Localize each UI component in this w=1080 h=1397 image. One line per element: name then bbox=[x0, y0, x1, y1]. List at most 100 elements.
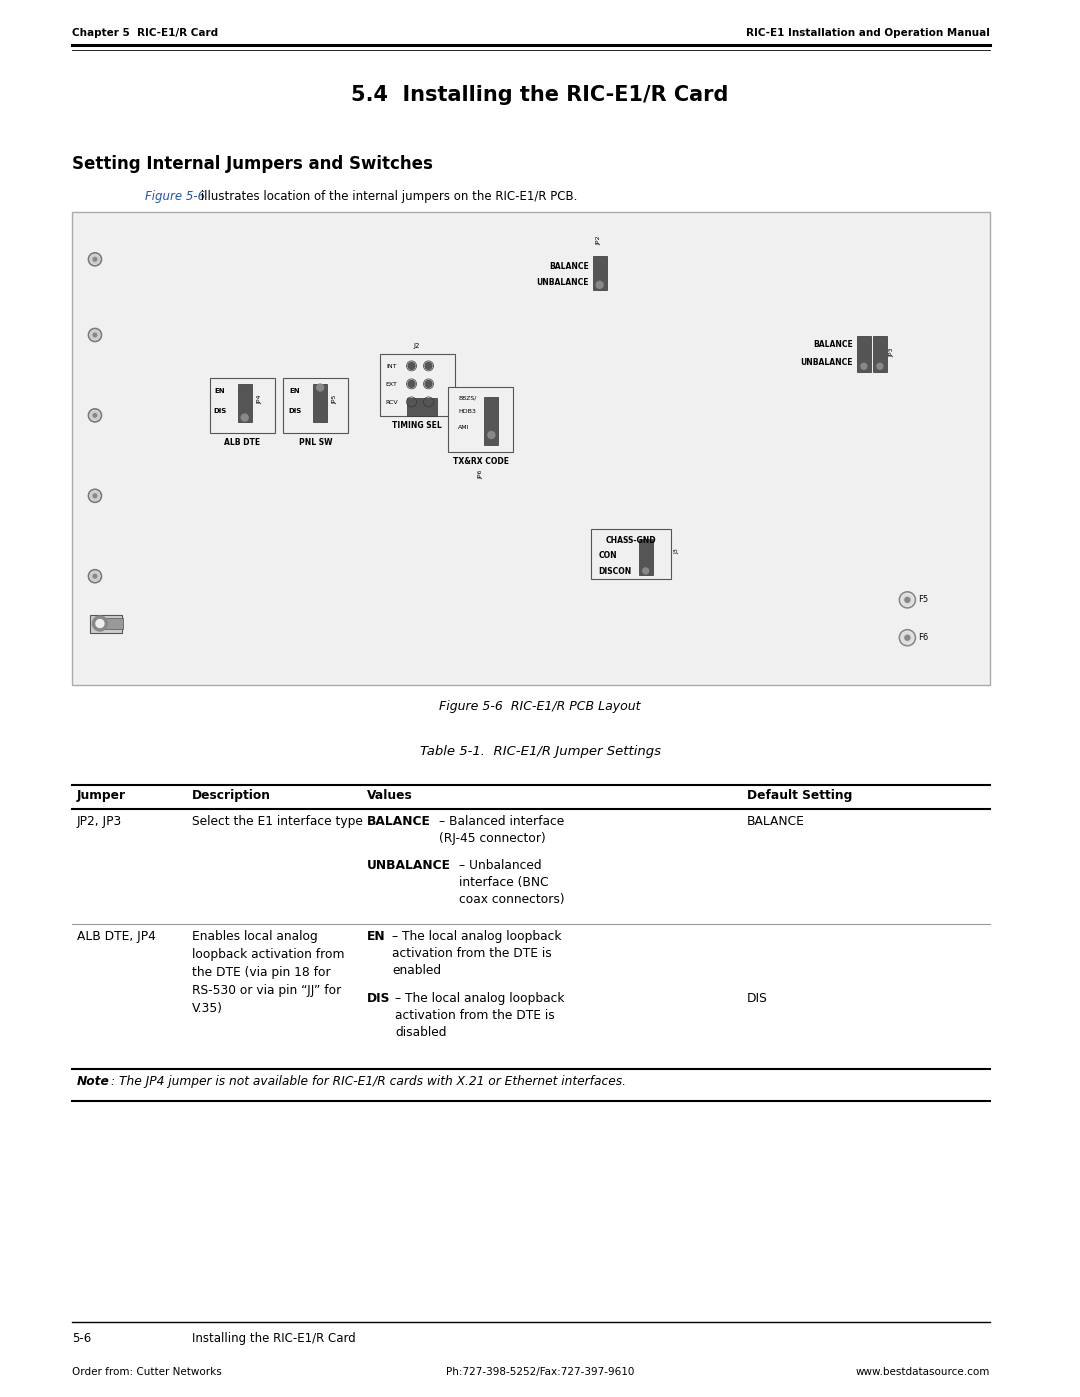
Bar bbox=[72, 212, 990, 685]
Text: activation from the DTE is: activation from the DTE is bbox=[392, 947, 552, 960]
Text: : The JP4 jumper is not available for RIC-E1/R cards with X.21 or Ethernet inter: : The JP4 jumper is not available for RI… bbox=[111, 1076, 626, 1088]
Circle shape bbox=[408, 362, 415, 369]
Text: Installing the RIC-E1/R Card: Installing the RIC-E1/R Card bbox=[192, 1331, 355, 1345]
Text: Setting Internal Jumpers and Switches: Setting Internal Jumpers and Switches bbox=[72, 155, 433, 173]
Text: UNBALANCE: UNBALANCE bbox=[367, 859, 451, 872]
Circle shape bbox=[93, 495, 97, 497]
Text: UNBALANCE: UNBALANCE bbox=[800, 358, 853, 367]
Text: DIS: DIS bbox=[288, 408, 301, 414]
Text: JP3: JP3 bbox=[889, 348, 894, 358]
Text: JP2, JP3: JP2, JP3 bbox=[77, 814, 122, 828]
Text: Default Setting: Default Setting bbox=[747, 789, 852, 802]
Text: EXT: EXT bbox=[386, 381, 397, 387]
Circle shape bbox=[596, 281, 603, 288]
Text: – Unbalanced: – Unbalanced bbox=[459, 859, 542, 872]
Text: AMI: AMI bbox=[458, 425, 470, 430]
Text: Ph:727-398-5252/Fax:727-397-9610: Ph:727-398-5252/Fax:727-397-9610 bbox=[446, 1368, 634, 1377]
Bar bbox=[873, 337, 887, 372]
Text: 5.4  Installing the RIC-E1/R Card: 5.4 Installing the RIC-E1/R Card bbox=[351, 85, 729, 105]
Text: EN: EN bbox=[289, 387, 300, 394]
Circle shape bbox=[91, 411, 99, 420]
Bar bbox=[379, 353, 455, 416]
Text: RCV: RCV bbox=[386, 400, 397, 405]
Text: Values: Values bbox=[367, 789, 413, 802]
Text: Figure 5-6  RIC-E1/R PCB Layout: Figure 5-6 RIC-E1/R PCB Layout bbox=[440, 700, 640, 712]
Text: Select the E1 interface type: Select the E1 interface type bbox=[192, 814, 363, 828]
Circle shape bbox=[408, 380, 415, 387]
Circle shape bbox=[426, 398, 432, 405]
Text: www.bestdatasource.com: www.bestdatasource.com bbox=[855, 1368, 990, 1377]
Text: EN: EN bbox=[367, 930, 386, 943]
Text: B8ZS/: B8ZS/ bbox=[458, 395, 476, 400]
Circle shape bbox=[488, 432, 495, 439]
Circle shape bbox=[93, 257, 97, 261]
Text: J2: J2 bbox=[414, 342, 420, 349]
Text: INT: INT bbox=[387, 363, 396, 369]
Bar bbox=[448, 387, 513, 453]
Text: BALANCE: BALANCE bbox=[367, 814, 431, 828]
Text: Chapter 5  RIC-E1/R Card: Chapter 5 RIC-E1/R Card bbox=[72, 28, 218, 38]
Text: Order from: Cutter Networks: Order from: Cutter Networks bbox=[72, 1368, 221, 1377]
Circle shape bbox=[905, 598, 909, 602]
Text: TIMING SEL: TIMING SEL bbox=[392, 420, 442, 430]
Circle shape bbox=[96, 619, 104, 627]
Text: HDB3: HDB3 bbox=[458, 409, 476, 414]
Text: RS-​530 or via pin “JJ” for: RS-​530 or via pin “JJ” for bbox=[192, 983, 341, 997]
Circle shape bbox=[643, 569, 649, 574]
Circle shape bbox=[426, 380, 432, 387]
Text: CHASS-GND: CHASS-GND bbox=[606, 536, 656, 545]
Bar bbox=[484, 397, 498, 446]
Text: Enables local analog: Enables local analog bbox=[192, 930, 318, 943]
Circle shape bbox=[91, 492, 99, 500]
Text: JP2: JP2 bbox=[596, 235, 602, 244]
Text: Figure 5-6: Figure 5-6 bbox=[145, 190, 205, 203]
Bar bbox=[105, 617, 123, 629]
Text: ALB DTE, JP4: ALB DTE, JP4 bbox=[77, 930, 156, 943]
Text: EN: EN bbox=[215, 387, 225, 394]
Circle shape bbox=[902, 594, 913, 605]
Text: the DTE (via pin 18 for: the DTE (via pin 18 for bbox=[192, 965, 330, 979]
Text: TX&RX CODE: TX&RX CODE bbox=[453, 457, 509, 467]
Text: – Balanced interface: – Balanced interface bbox=[438, 814, 564, 828]
Bar bbox=[313, 384, 327, 422]
Circle shape bbox=[91, 571, 99, 581]
Text: JP6: JP6 bbox=[478, 469, 484, 479]
Text: F6: F6 bbox=[918, 633, 929, 643]
Circle shape bbox=[93, 616, 107, 631]
Circle shape bbox=[91, 254, 99, 264]
Text: Description: Description bbox=[192, 789, 271, 802]
Text: ALB DTE: ALB DTE bbox=[225, 437, 260, 447]
Text: activation from the DTE is: activation from the DTE is bbox=[395, 1009, 555, 1023]
Text: JP5: JP5 bbox=[333, 395, 338, 404]
Circle shape bbox=[91, 331, 99, 339]
Text: Table 5-1.  RIC-E1/R Jumper Settings: Table 5-1. RIC-E1/R Jumper Settings bbox=[419, 745, 661, 759]
Text: BALANCE: BALANCE bbox=[813, 341, 853, 349]
Text: 5-6: 5-6 bbox=[72, 1331, 91, 1345]
Circle shape bbox=[877, 363, 882, 369]
Bar bbox=[856, 337, 870, 372]
Circle shape bbox=[902, 633, 913, 643]
Text: interface (BNC: interface (BNC bbox=[459, 876, 549, 888]
Circle shape bbox=[316, 384, 324, 391]
Text: BALANCE: BALANCE bbox=[549, 261, 589, 271]
Text: illustrates location of the internal jumpers on the RIC-E1/R PCB.: illustrates location of the internal jum… bbox=[197, 190, 578, 203]
Text: DIS: DIS bbox=[747, 992, 768, 1004]
Bar bbox=[283, 377, 348, 433]
Text: – The local analog loopback: – The local analog loopback bbox=[392, 930, 562, 943]
Text: JP4: JP4 bbox=[257, 395, 262, 404]
Text: disabled: disabled bbox=[395, 1025, 446, 1039]
Circle shape bbox=[241, 414, 248, 420]
Text: Note: Note bbox=[77, 1076, 110, 1088]
Circle shape bbox=[861, 363, 867, 369]
Text: CON: CON bbox=[598, 550, 618, 560]
Text: (RJ-45 connector): (RJ-45 connector) bbox=[438, 833, 545, 845]
Bar bbox=[591, 529, 671, 578]
Text: DIS: DIS bbox=[367, 992, 390, 1004]
Circle shape bbox=[905, 636, 909, 640]
Text: Jumper: Jumper bbox=[77, 789, 126, 802]
Text: loopback activation from: loopback activation from bbox=[192, 949, 345, 961]
Bar bbox=[90, 615, 122, 633]
Text: enabled: enabled bbox=[392, 964, 441, 977]
Text: coax connectors): coax connectors) bbox=[459, 893, 565, 907]
Text: RIC-E1 Installation and Operation Manual: RIC-E1 Installation and Operation Manual bbox=[746, 28, 990, 38]
